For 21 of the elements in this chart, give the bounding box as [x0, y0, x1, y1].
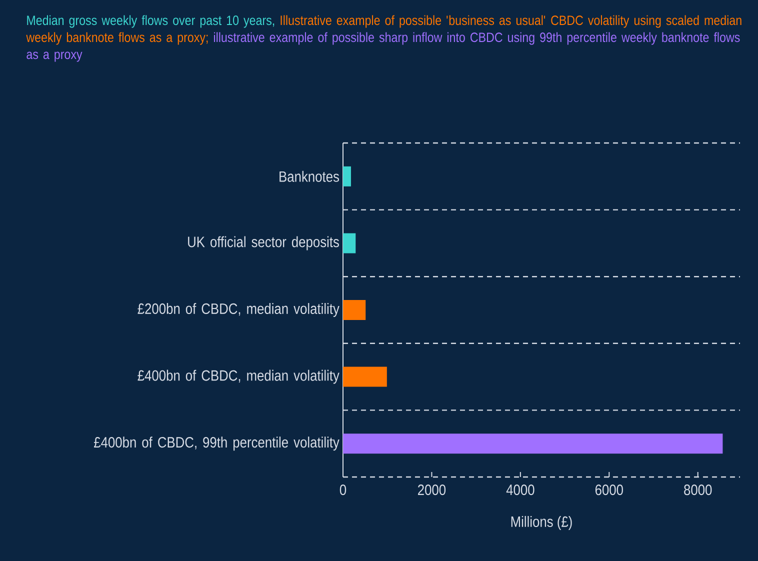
text: weekly banknote flows as a proxy; — [26, 32, 208, 45]
bar — [343, 233, 356, 254]
text: as a proxy — [26, 52, 82, 62]
x-tick-label: 2000 — [418, 484, 446, 496]
text: Median gross weekly flows over past 10 years, — [27, 15, 274, 28]
x-tick-label: 8000 — [684, 484, 712, 496]
y-tick-label: £400bn of CBDC, median volatility — [138, 370, 340, 384]
y-tick-label: UK official sector deposits — [188, 236, 339, 250]
x-tick-label: 6000 — [595, 484, 623, 496]
y-tick-label: £200bn of CBDC, median volatility — [138, 303, 340, 317]
x-axis-title: Millions (£) — [511, 516, 572, 530]
x-tick-label: 4000 — [506, 484, 534, 496]
x-tick-label: 0 — [340, 484, 346, 496]
bar — [343, 434, 723, 454]
bar — [343, 366, 387, 387]
text: illustrative example of possible sharp inflow into CBDC using 99th percentile weekly banknote flows — [214, 32, 740, 45]
bar — [343, 166, 351, 186]
y-tick-label: £400bn of CBDC, 99th percentile volatility — [94, 436, 340, 451]
bar — [343, 300, 366, 320]
y-tick-label: Banknotes — [280, 170, 340, 182]
text: Illustrative example of possible 'business as usual' CBDC volatility using scaled median — [280, 15, 742, 28]
